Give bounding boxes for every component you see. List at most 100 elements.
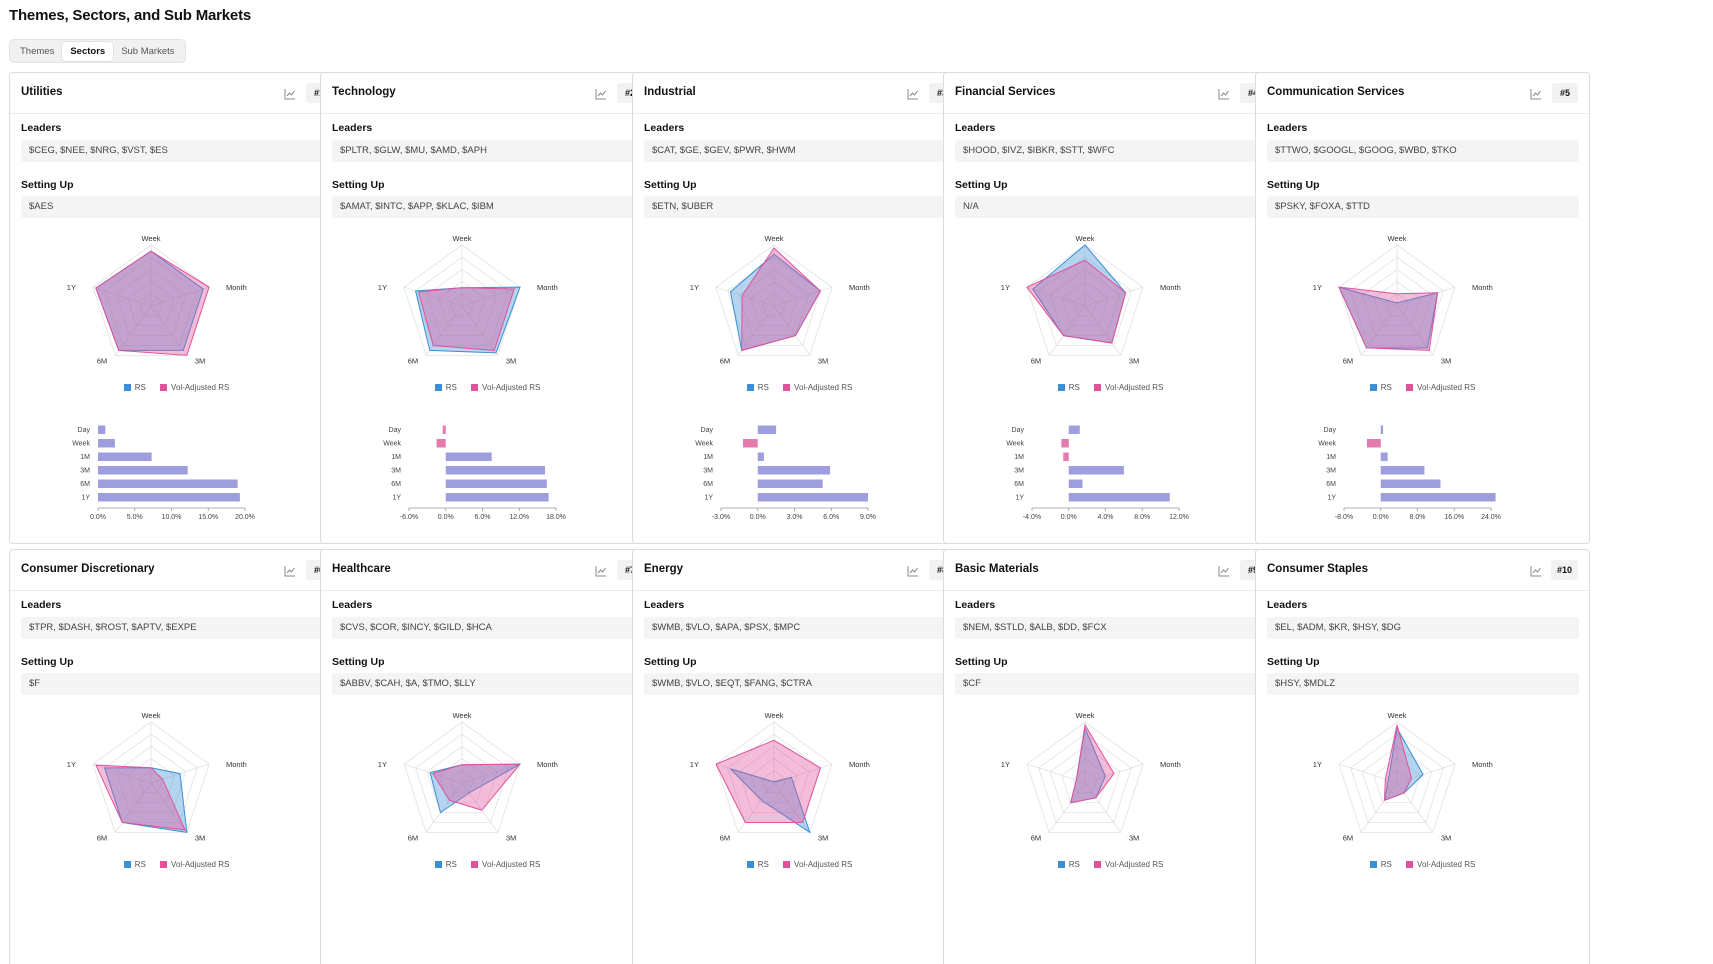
legend-item-rs[interactable]: RS (123, 860, 146, 869)
legend-item-rs[interactable]: RS (1057, 383, 1080, 392)
rs-swatch (1057, 861, 1065, 868)
x-tick-label: -3.0% (712, 514, 730, 521)
card-header: Industrial #3 (633, 73, 966, 114)
radar-axis-label: 6M (720, 833, 730, 842)
radar-grid-ring (449, 293, 475, 317)
setting-up-label: Setting Up (955, 656, 1008, 668)
tab-sub-markets[interactable]: Sub Markets (121, 45, 175, 57)
legend-item-vol[interactable]: Vol-Adjusted RS (783, 383, 852, 392)
legend-label: RS (1068, 860, 1080, 869)
radar-spoke (1396, 782, 1434, 833)
radar-axis-label: Month (537, 760, 558, 769)
radar-grid-ring (1338, 244, 1456, 356)
radar-grid-ring (1072, 293, 1098, 317)
card-header: Healthcare #7 (321, 550, 654, 591)
rank-badge: #5 (1552, 83, 1578, 103)
leaders-label: Leaders (1267, 599, 1308, 611)
radar-axis-label: 6M (1031, 356, 1041, 365)
bar (98, 425, 106, 434)
legend-item-rs[interactable]: RS (746, 860, 769, 869)
sector-card: Consumer Staples #10 Leaders $EL, $ADM, … (1255, 549, 1590, 964)
bar (1061, 439, 1069, 448)
legend-item-vol[interactable]: Vol-Adjusted RS (471, 383, 540, 392)
sector-card: Industrial #3 Leaders $CAT, $GE, $GEV, $… (632, 72, 967, 544)
sector-card: Healthcare #7 Leaders $CVS, $COR, $INCY,… (320, 549, 655, 964)
legend-item-vol[interactable]: Vol-Adjusted RS (1094, 383, 1163, 392)
sector-card: Basic Materials #9 Leaders $NEM, $STLD, … (943, 549, 1278, 964)
chart-legend: RS Vol-Adjusted RS (10, 860, 343, 869)
legend-item-rs[interactable]: RS (434, 383, 457, 392)
radar-spoke (150, 782, 188, 833)
radar-grid-ring (1373, 758, 1421, 804)
legend-label: RS (445, 860, 457, 869)
card-title: Financial Services (955, 86, 1056, 98)
x-tick-label: 5.0% (127, 514, 143, 521)
legend-item-vol[interactable]: Vol-Adjusted RS (160, 860, 229, 869)
radar-axis-label: 6M (1343, 356, 1353, 365)
radar-grid-ring (715, 244, 833, 356)
chart-icon[interactable] (906, 564, 920, 578)
radar-grid-ring (1026, 244, 1144, 356)
rs-swatch (1369, 384, 1377, 391)
legend-label: RS (445, 383, 457, 392)
legend-item-vol[interactable]: Vol-Adjusted RS (1094, 860, 1163, 869)
legend-item-vol[interactable]: Vol-Adjusted RS (783, 860, 852, 869)
bar-category-label: Week (695, 441, 713, 448)
legend-item-vol[interactable]: Vol-Adjusted RS (160, 383, 229, 392)
radar-grid-ring (127, 281, 175, 327)
radar-axis-label: Week (764, 711, 783, 720)
bar (1068, 479, 1083, 488)
radar-grid-ring (449, 770, 475, 794)
chart-icon[interactable] (283, 564, 297, 578)
rs-swatch (123, 861, 131, 868)
chart-icon[interactable] (283, 87, 297, 101)
legend-item-vol[interactable]: Vol-Adjusted RS (1406, 383, 1475, 392)
x-tick-label: 3.0% (787, 514, 803, 521)
legend-item-rs[interactable]: RS (434, 860, 457, 869)
legend-item-rs[interactable]: RS (1057, 860, 1080, 869)
x-tick-label: 16.0% (1444, 514, 1464, 521)
bar-chart: Day Week 1M 3M 6M 1Y -3.0% 0.0% 3.0% 6.0% 9.0% (633, 421, 966, 531)
legend-item-rs[interactable]: RS (1369, 860, 1392, 869)
chart-icon[interactable] (1217, 87, 1231, 101)
bar (1068, 466, 1124, 475)
chart-icon[interactable] (594, 564, 608, 578)
rs-swatch (434, 384, 442, 391)
radar-grid-ring (1026, 721, 1144, 833)
legend-item-rs[interactable]: RS (746, 383, 769, 392)
radar-spoke (92, 286, 152, 307)
radar-axis-label: 1Y (690, 760, 699, 769)
radar-grid-ring (403, 721, 521, 833)
legend-item-rs[interactable]: RS (123, 383, 146, 392)
radar-series-rs (1338, 286, 1439, 349)
tab-sectors[interactable]: Sectors (62, 41, 114, 61)
legend-item-vol[interactable]: Vol-Adjusted RS (1406, 860, 1475, 869)
tab-themes[interactable]: Themes (20, 45, 55, 57)
chart-icon[interactable] (1529, 87, 1543, 101)
radar-spoke (92, 763, 152, 784)
legend-item-vol[interactable]: Vol-Adjusted RS (471, 860, 540, 869)
radar-grid-ring (1061, 758, 1109, 804)
bar-category-label: 1M (80, 454, 90, 461)
chart-icon[interactable] (906, 87, 920, 101)
bar-category-label: 6M (391, 481, 401, 488)
legend-item-rs[interactable]: RS (1369, 383, 1392, 392)
chart-legend: RS Vol-Adjusted RS (944, 383, 1277, 392)
radar-grid-ring (1049, 745, 1121, 814)
chart-icon[interactable] (594, 87, 608, 101)
bar (1380, 493, 1496, 502)
radar-spoke (403, 286, 463, 307)
legend-label: Vol-Adjusted RS (1417, 860, 1476, 869)
vol-swatch (1094, 384, 1102, 391)
radar-axis-label: Month (1472, 283, 1493, 292)
x-tick-label: 0.0% (90, 514, 106, 521)
radar-axis-label: Week (1075, 711, 1094, 720)
radar-axis-label: Week (1387, 711, 1406, 720)
rs-swatch (434, 861, 442, 868)
chart-icon[interactable] (1217, 564, 1231, 578)
bar-category-label: 1M (1014, 454, 1024, 461)
radar-axis-label: 1Y (378, 283, 387, 292)
radar-series-vol-rs (1383, 724, 1413, 802)
chart-icon[interactable] (1529, 564, 1543, 578)
radar-axis-label: 3M (1129, 833, 1139, 842)
